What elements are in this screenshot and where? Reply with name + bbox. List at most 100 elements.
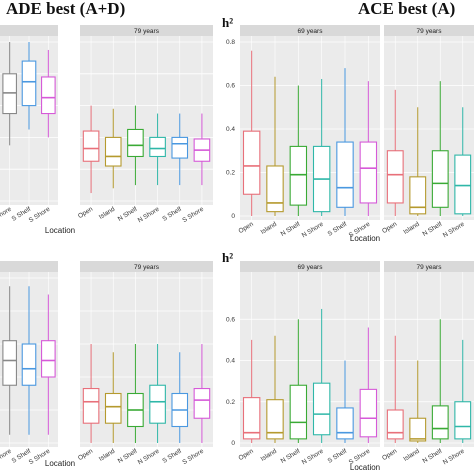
x-tick-label: N Shelf — [280, 448, 302, 465]
x-tick-label: N Shelf — [280, 221, 302, 238]
box — [21, 60, 37, 107]
x-tick-label: Island — [260, 221, 279, 236]
facet-panel — [80, 36, 213, 205]
facet-strip — [80, 25, 213, 36]
facet-strip — [0, 261, 58, 272]
x-tick-label: N Shelf — [117, 448, 139, 465]
x-tick-label: S Shelf — [161, 448, 183, 465]
box — [312, 382, 331, 436]
y-tick-label: 0.4 — [226, 126, 235, 133]
box — [454, 401, 472, 440]
box — [359, 141, 378, 204]
y-tick-label: 0.8 — [226, 39, 235, 46]
box — [409, 176, 427, 215]
x-axis-label: Location — [45, 226, 75, 235]
box — [289, 145, 308, 206]
x-tick-label: Open — [238, 448, 256, 463]
x-tick-label: Open — [77, 206, 95, 221]
x-tick-label: Island — [98, 206, 117, 221]
x-tick-label: S Shore — [181, 206, 205, 225]
x-axis-label: Location — [350, 463, 380, 472]
box — [242, 130, 261, 195]
x-axis-label: Location — [45, 459, 75, 468]
facet-panel — [240, 272, 380, 447]
x-tick-label: N Shore — [442, 221, 466, 240]
box — [41, 76, 56, 115]
box — [127, 128, 144, 158]
x-tick-label: Island — [98, 448, 117, 463]
x-tick-label: S Shelf — [327, 448, 349, 465]
x-tick-label: S Shore — [28, 206, 52, 225]
box — [242, 397, 261, 440]
x-tick-label: Open — [77, 448, 95, 463]
box — [359, 388, 378, 438]
facet-strip-label: 69 years — [298, 264, 324, 271]
x-tick-label: S Shore — [181, 448, 205, 467]
box — [409, 417, 427, 442]
box — [431, 405, 449, 440]
box — [431, 150, 449, 208]
x-tick-label: N Shore — [137, 206, 161, 225]
facet-strip-label: 79 years — [417, 28, 443, 35]
box — [386, 150, 404, 204]
box — [266, 165, 284, 213]
y-tick-label: 0 — [231, 440, 235, 447]
box — [82, 130, 100, 162]
x-tick-label: N Shore — [301, 448, 325, 467]
box — [149, 384, 166, 424]
box — [104, 136, 122, 167]
box — [104, 392, 122, 424]
right-title: ACE best (A) — [358, 0, 455, 18]
x-tick-label: Open — [381, 448, 399, 463]
x-tick-label: S Shelf — [327, 221, 349, 238]
box — [171, 136, 189, 159]
box — [193, 387, 211, 419]
left-title: ADE best (A+D) — [6, 0, 125, 18]
box — [336, 407, 354, 440]
box — [82, 387, 100, 424]
box — [21, 343, 37, 386]
x-tick-label: N Shelf — [117, 206, 139, 223]
x-tick-label: N Shelf — [422, 221, 444, 238]
box — [336, 141, 354, 208]
y-tick-label: 0.6 — [226, 83, 235, 90]
box — [386, 409, 404, 440]
facet-strip — [0, 25, 58, 36]
y-tick-label: 0.6 — [226, 316, 235, 323]
box — [454, 154, 472, 215]
y-label-bottom: h² — [222, 250, 233, 265]
facet-strip-label: 79 years — [417, 264, 443, 271]
x-tick-label: Island — [260, 448, 279, 463]
box — [289, 384, 308, 440]
box — [41, 340, 56, 378]
x-tick-label: Island — [402, 221, 421, 236]
y-tick-label: 0.2 — [226, 399, 235, 406]
y-tick-label: 0 — [231, 213, 235, 220]
x-tick-label: N Shore — [137, 448, 161, 467]
facet-panel — [80, 272, 213, 447]
box — [149, 136, 166, 158]
x-tick-label: N Shore — [442, 448, 466, 467]
x-tick-label: N Shelf — [422, 448, 444, 465]
x-tick-label: Open — [238, 221, 256, 236]
y-tick-label: 0.4 — [226, 358, 235, 365]
x-tick-label: Open — [381, 221, 399, 236]
facet-strip — [384, 261, 474, 272]
facet-strip-label: 79 years — [134, 28, 160, 35]
facet-strip — [80, 261, 213, 272]
x-tick-label: N Shore — [301, 221, 325, 240]
facet-strip-label: 69 years — [298, 28, 324, 35]
x-tick-label: S Shelf — [161, 206, 183, 223]
facet-strip — [384, 25, 474, 36]
x-axis-label: Location — [350, 234, 380, 243]
x-tick-label: Island — [402, 448, 421, 463]
facet-panel — [240, 36, 380, 220]
facet-strip — [240, 261, 380, 272]
facet-strip-label: 79 years — [134, 264, 160, 271]
